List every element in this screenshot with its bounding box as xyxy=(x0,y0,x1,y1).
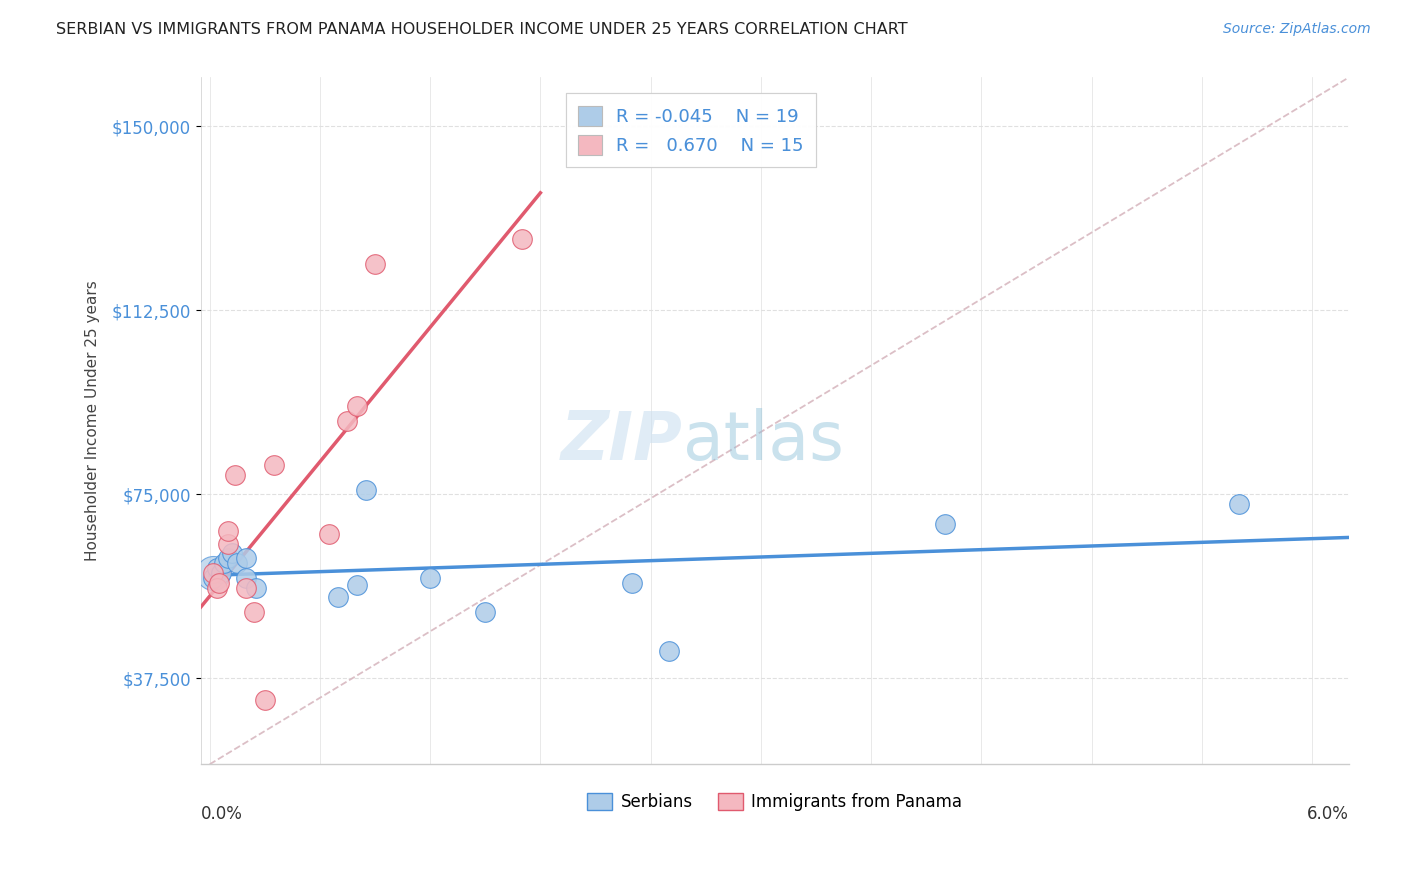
Point xyxy=(226,556,249,570)
Point xyxy=(217,524,239,539)
Point xyxy=(621,575,644,590)
Point xyxy=(336,414,359,428)
Point xyxy=(235,551,257,566)
Text: ZIP: ZIP xyxy=(561,409,683,475)
Point xyxy=(934,516,956,531)
Legend: R = -0.045    N = 19, R =   0.670    N = 15: R = -0.045 N = 19, R = 0.670 N = 15 xyxy=(565,94,817,168)
Text: 6.0%: 6.0% xyxy=(1308,805,1348,823)
Point xyxy=(253,693,276,707)
Text: 0.0%: 0.0% xyxy=(201,805,242,823)
Point xyxy=(510,232,533,246)
Point xyxy=(202,566,225,580)
Point xyxy=(217,551,239,566)
Point xyxy=(658,644,681,658)
Point xyxy=(208,575,231,590)
Point xyxy=(318,526,340,541)
Point xyxy=(1227,497,1250,511)
Point xyxy=(364,257,387,271)
Text: SERBIAN VS IMMIGRANTS FROM PANAMA HOUSEHOLDER INCOME UNDER 25 YEARS CORRELATION : SERBIAN VS IMMIGRANTS FROM PANAMA HOUSEH… xyxy=(56,22,908,37)
Point xyxy=(346,578,368,592)
Point xyxy=(328,591,350,605)
Text: Source: ZipAtlas.com: Source: ZipAtlas.com xyxy=(1223,22,1371,37)
Point xyxy=(217,536,239,550)
Point xyxy=(224,467,246,482)
Point xyxy=(221,546,243,560)
Point xyxy=(235,581,257,595)
Point xyxy=(354,483,377,497)
Point xyxy=(209,566,232,580)
Point xyxy=(205,581,228,595)
Point xyxy=(419,571,441,585)
Point xyxy=(346,399,368,413)
Point xyxy=(474,605,496,619)
Text: atlas: atlas xyxy=(683,409,844,475)
Point xyxy=(205,561,228,575)
Point xyxy=(263,458,285,472)
Point xyxy=(235,571,257,585)
Y-axis label: Householder Income Under 25 years: Householder Income Under 25 years xyxy=(86,280,100,561)
Point xyxy=(214,556,236,570)
Point xyxy=(202,566,225,580)
Point xyxy=(245,581,267,595)
Point xyxy=(202,571,225,585)
Point xyxy=(243,605,266,619)
